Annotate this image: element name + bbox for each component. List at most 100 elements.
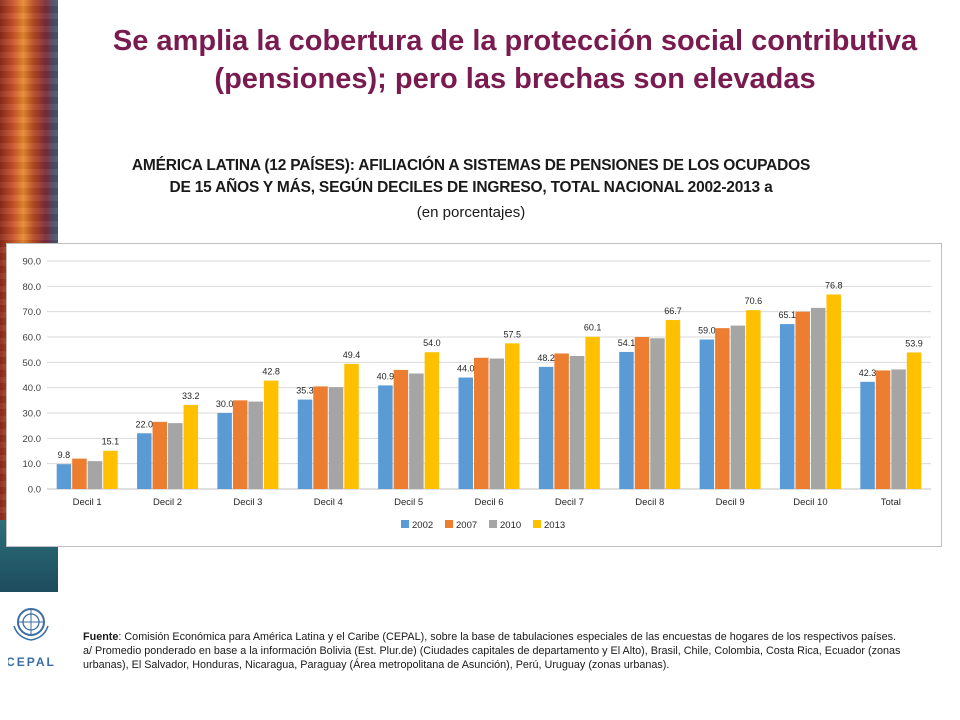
data-label: 48.2 [537,353,555,363]
un-logo [8,604,54,649]
bar-2010 [730,325,746,489]
data-label: 70.6 [745,296,763,306]
bar-chart: 0.0 10.0 20.0 30.0 40.0 50.0 60.0 70.0 80.0 90.0 9… [23,257,931,531]
bar-2007 [232,400,248,489]
bar-2010 [168,423,183,489]
data-label: 44.0 [457,364,475,374]
bar-2013 [344,363,359,489]
y-tick-label: 50.0 [23,358,42,369]
bar-2007 [474,357,489,489]
bar-2010 [87,461,103,489]
data-label: 57.5 [503,329,521,339]
bar-2002 [137,433,152,489]
chart-title: AMÉRICA LATINA (12 PAÍSES): AFILIACIÓN A… [40,155,902,199]
y-tick-label: 70.0 [23,307,42,318]
bar-2010 [489,358,504,489]
data-label: 59.0 [698,326,716,336]
cepal-logo-text: CEPAL [8,655,54,669]
y-tick-label: 80.0 [23,282,42,293]
data-label: 76.8 [825,280,843,290]
bar-2010 [328,387,344,489]
legend-swatch-2002 [401,520,409,528]
footnote-a: a/ Promedio ponderado en base a la infor… [83,645,901,671]
bar-2007 [875,370,891,489]
bar-2007 [795,311,810,489]
slide-title: Se amplia la cobertura de la protección … [112,25,918,95]
data-label: 65.1 [778,310,796,320]
bar-2002 [860,381,875,489]
cepal-logo: CEPAL [6,650,54,677]
bar-2013 [585,336,600,489]
x-tick-label: Decil 2 [153,497,182,508]
x-tick-label: Decil 3 [233,497,262,508]
bar-2013 [906,352,922,489]
data-label: 35.3 [296,386,314,396]
data-label: 22.0 [136,419,154,429]
y-tick-label: 60.0 [23,333,42,344]
data-label: 33.2 [182,391,200,401]
bar-2013 [746,310,761,489]
bar-2007 [554,353,569,489]
legend-label: 2013 [544,520,565,531]
bar-2013 [263,380,279,489]
legend-label: 2002 [412,520,433,531]
legend-swatch-2010 [489,520,497,528]
bar-2013 [665,320,681,489]
bar-2007 [715,328,730,489]
source-text: : Comisión Económica para América Latina… [118,631,896,643]
x-tick-label: Decil 8 [635,497,664,508]
y-tick-label: 90.0 [23,257,42,268]
x-tick-label: Decil 9 [716,497,745,508]
chart-title-line-1: AMÉRICA LATINA (12 PAÍSES): AFILIACIÓN A… [131,157,811,174]
source-label: Fuente [83,631,119,643]
chart-subtitle: (en porcentajes) [416,204,526,221]
data-label: 15.1 [102,437,120,447]
data-label: 60.1 [584,323,602,333]
x-tick-label: Total [881,497,901,508]
bar-2013 [505,343,520,489]
bar-2013 [183,404,199,489]
data-label: 42.3 [859,368,877,378]
bar-2002 [297,399,313,489]
bar-2010 [569,356,585,489]
legend-swatch-2013 [533,520,541,528]
data-label: 66.7 [664,306,682,316]
bar-2007 [393,369,409,489]
bar-2007 [152,421,168,489]
data-label: 30.0 [216,399,234,409]
bar-2007 [634,337,650,489]
bar-2002 [217,413,232,489]
data-label: 54.1 [618,338,636,348]
bar-2002 [56,464,72,489]
bar-2010 [891,369,906,489]
legend-label: 2010 [500,520,521,531]
bar-2010 [248,401,263,489]
footnote: Fuente: Comisión Económica para América … [83,630,913,672]
chart-container: 0.0 10.0 20.0 30.0 40.0 50.0 60.0 70.0 80.0 90.0 9… [6,243,942,547]
bar-2002 [619,351,634,489]
legend-label: 2007 [456,520,477,531]
bar-2002 [699,339,715,489]
y-tick-label: 30.0 [23,409,42,420]
data-label: 42.8 [262,367,280,377]
source-note: Fuente: Comisión Económica para América … [83,630,913,644]
bar-2010 [650,338,665,489]
bar-2002 [458,377,473,489]
x-tick-label: Decil 5 [394,497,423,508]
bar-2013 [424,352,440,489]
bar-2002 [538,366,554,489]
bar-2002 [779,324,795,489]
y-tick-label: 40.0 [23,383,42,394]
x-tick-label: Decil 1 [73,497,102,508]
data-label: 49.4 [343,350,361,360]
y-tick-label: 10.0 [23,459,42,470]
bar-2013 [103,450,118,489]
bar-2010 [810,307,826,489]
data-label: 40.9 [377,371,395,381]
bar-2007 [313,386,328,489]
y-tick-label: 0.0 [28,485,41,496]
bar-2002 [378,385,393,489]
data-label: 9.8 [58,450,71,460]
data-label: 54.0 [423,338,441,348]
bar-2013 [826,294,841,489]
